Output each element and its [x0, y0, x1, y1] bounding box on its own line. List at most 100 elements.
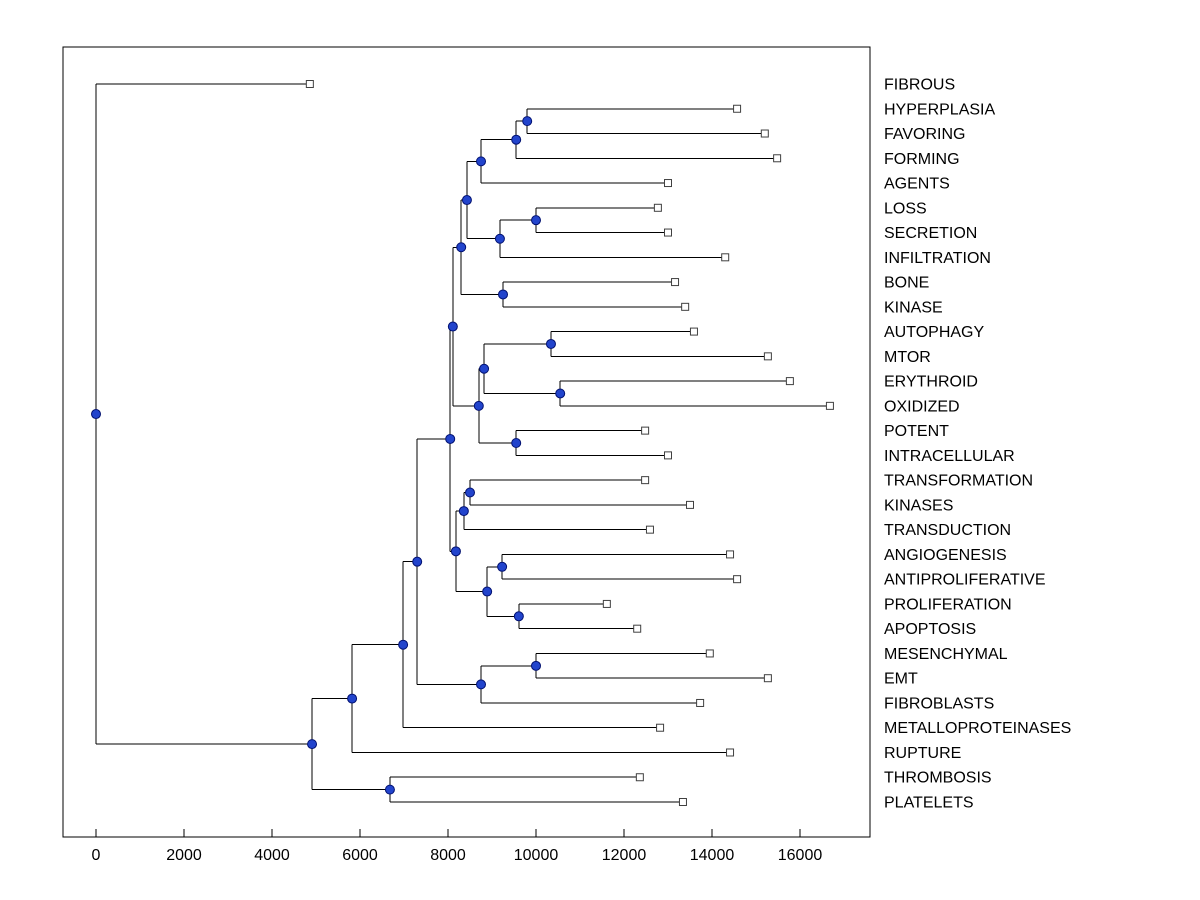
internal-node-marker [447, 321, 458, 332]
leaf-marker [664, 451, 672, 460]
leaf-label: FAVORING [884, 126, 966, 143]
leaf-label: AGENTS [884, 176, 950, 193]
leaf-label: METALLOPROTEINASES [884, 720, 1071, 737]
internal-node-marker [91, 409, 101, 420]
internal-node-marker [479, 363, 490, 374]
leaf-label: KINASES [884, 497, 953, 514]
internal-node-marker [511, 437, 522, 448]
leaf-marker [763, 352, 772, 361]
leaf-label: ANGIOGENESIS [884, 547, 1007, 564]
leaf-marker [645, 525, 654, 534]
leaf-marker [671, 278, 680, 287]
internal-node-marker [555, 388, 566, 399]
internal-node-marker [450, 546, 461, 557]
leaf-label: LOSS [884, 200, 927, 217]
plot-box [62, 46, 871, 838]
leaf-label: AUTOPHAGY [884, 324, 985, 341]
leaf-marker [641, 426, 650, 435]
internal-node-marker [476, 156, 486, 167]
leaf-marker [733, 104, 742, 113]
leaf-marker [686, 500, 694, 509]
internal-node-marker [511, 134, 522, 145]
internal-node-marker [347, 693, 358, 704]
leaf-marker [656, 723, 665, 732]
leaf-label: MESENCHYMAL [884, 646, 1008, 663]
leaf-marker [705, 649, 714, 658]
leaf-marker [678, 797, 687, 806]
internal-node-marker [531, 660, 541, 671]
internal-node-marker [384, 784, 395, 795]
leaf-label: PROLIFERATION [884, 596, 1012, 613]
leaf-marker [726, 550, 735, 559]
leaf-marker [641, 476, 650, 485]
internal-node-marker [473, 400, 484, 411]
internal-node-marker [545, 338, 556, 349]
leaf-marker [653, 203, 662, 212]
leaf-label: APOPTOSIS [884, 621, 976, 638]
leaf-marker [689, 327, 698, 336]
x-tick-label: 10000 [514, 847, 559, 864]
x-tick-label: 4000 [254, 847, 290, 864]
leaf-label: FIBROBLASTS [884, 695, 994, 712]
internal-node-marker [458, 506, 469, 517]
internal-node-marker [531, 215, 541, 226]
leaf-label: POTENT [884, 423, 949, 440]
internal-node-marker [398, 639, 409, 650]
leaf-label: TRANSDUCTION [884, 522, 1011, 539]
internal-node-marker [461, 195, 472, 206]
leaf-label: EMT [884, 671, 918, 688]
leaf-label: SECRETION [884, 225, 977, 242]
x-tick-label: 16000 [778, 847, 823, 864]
leaf-label: ANTIPROLIFERATIVE [884, 572, 1046, 589]
leaf-label: KINASE [884, 299, 943, 316]
internal-node-marker [307, 739, 318, 750]
leaf-marker [696, 698, 705, 707]
leaf-label: FORMING [884, 151, 960, 168]
leaf-label: PLATELETS [884, 794, 974, 811]
leaf-marker [721, 253, 730, 262]
leaf-marker [733, 575, 742, 584]
leaf-marker [726, 748, 735, 757]
internal-node-marker [498, 289, 508, 300]
x-tick-label: 14000 [690, 847, 735, 864]
internal-node-marker [456, 242, 467, 253]
x-tick-label: 6000 [342, 847, 378, 864]
leaf-marker [305, 80, 314, 88]
leaf-label: ERYTHROID [884, 374, 978, 391]
leaf-marker [785, 377, 794, 386]
leaf-label: RUPTURE [884, 745, 961, 762]
leaf-marker [602, 599, 611, 608]
internal-node-marker [445, 433, 456, 444]
internal-node-marker [412, 556, 423, 567]
leaf-label: THROMBOSIS [884, 770, 992, 787]
leaf-marker [773, 154, 782, 163]
internal-node-marker [465, 487, 475, 498]
leaf-label: HYPERPLASIA [884, 101, 995, 118]
internal-node-marker [494, 233, 505, 244]
internal-node-marker [497, 561, 508, 572]
leaf-label: FIBROUS [884, 77, 955, 94]
leaf-label: BONE [884, 275, 929, 292]
internal-node-marker [522, 116, 533, 127]
leaf-marker [664, 228, 672, 237]
leaf-marker [633, 624, 642, 633]
internal-node-marker [482, 586, 493, 597]
leaf-label: MTOR [884, 349, 931, 366]
x-tick-label: 0 [92, 847, 101, 864]
leaf-marker [825, 401, 834, 410]
x-tick-label: 2000 [166, 847, 202, 864]
leaf-label: TRANSFORMATION [884, 473, 1033, 490]
leaf-label: OXIDIZED [884, 398, 960, 415]
leaf-marker [760, 129, 769, 138]
internal-node-marker [513, 611, 524, 622]
leaf-marker [664, 179, 672, 188]
leaf-marker [681, 302, 690, 311]
internal-node-marker [476, 679, 486, 690]
leaf-label: INFILTRATION [884, 250, 991, 267]
x-tick-label: 12000 [602, 847, 647, 864]
leaf-marker [763, 674, 772, 683]
leaf-label: INTRACELLULAR [884, 448, 1015, 465]
x-tick-label: 8000 [430, 847, 466, 864]
